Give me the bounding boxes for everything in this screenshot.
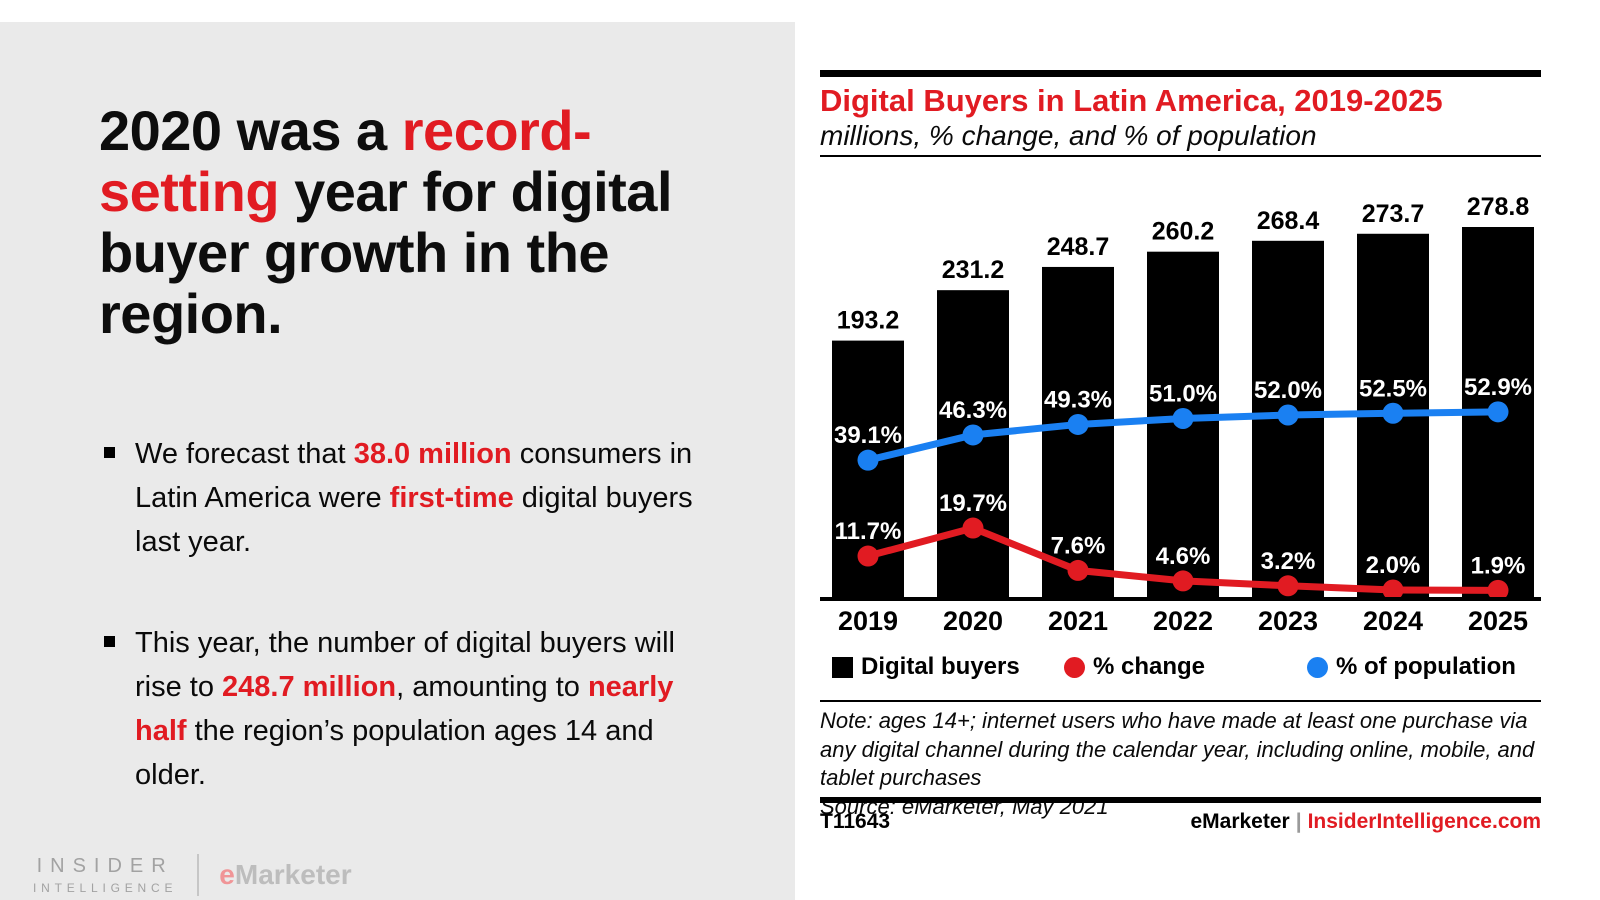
chart-title: Digital Buyers in Latin America, 2019-20… — [820, 83, 1443, 118]
bar-value-label: 273.7 — [1362, 200, 1425, 228]
left-text-panel: 2020 was a record-setting year for digit… — [0, 22, 795, 900]
emarketer-rest: Marketer — [234, 859, 352, 890]
footer-brands: eMarketer | InsiderIntelligence.com — [1190, 810, 1541, 834]
blue-circle-icon — [1307, 656, 1328, 678]
bullet-first-time-buyers: We forecast that 38.0 million consumers … — [104, 432, 724, 564]
year-label-2024: 2024 — [1363, 606, 1423, 636]
bar-value-label: 260.2 — [1152, 218, 1215, 246]
data-point-2021 — [1067, 559, 1089, 581]
year-label-2019: 2019 — [838, 606, 898, 636]
data-point-2024 — [1382, 402, 1404, 424]
bullet-square-icon — [104, 636, 115, 647]
data-point-label: 11.7% — [835, 518, 902, 545]
data-point-label: 2.0% — [1366, 552, 1421, 579]
data-point-2020 — [962, 424, 984, 446]
data-point-label: 46.3% — [939, 397, 1007, 424]
year-label-2020: 2020 — [943, 606, 1003, 636]
legend-item-pct-population: % of population — [1307, 652, 1516, 682]
insider-intelligence-wordmark: INSIDER INTELLIGENCE — [33, 855, 177, 895]
data-point-2025 — [1487, 579, 1509, 601]
logo-insider-text: INSIDER — [36, 855, 174, 877]
note-text: Note: ages 14+; internet users who have … — [820, 708, 1535, 790]
footer-separator: | — [1295, 810, 1302, 833]
footer-insider-link: InsiderIntelligence.com — [1307, 810, 1541, 833]
footer-emarketer: eMarketer — [1190, 810, 1290, 833]
data-point-2021 — [1067, 413, 1089, 435]
data-point-label: 51.0% — [1149, 381, 1217, 408]
chart-id: T11643 — [820, 810, 891, 833]
legend-label: Digital buyers — [861, 653, 1020, 680]
chart-note: Note: ages 14+; internet users who have … — [820, 707, 1544, 821]
legend-item-pct-change: % change — [1064, 652, 1205, 682]
subtitle-rule — [820, 155, 1541, 157]
year-label-2022: 2022 — [1153, 606, 1213, 636]
data-point-2023 — [1277, 404, 1299, 426]
bullet-text: This year, the number of digital buyers … — [135, 627, 675, 791]
data-point-label: 52.0% — [1254, 377, 1322, 404]
chart-legend: Digital buyers % change % of population — [820, 652, 1541, 682]
legend-label: % of population — [1336, 653, 1516, 680]
legend-item-digital-buyers: Digital buyers — [832, 652, 1020, 682]
bullet-text: We forecast that 38.0 million consumers … — [135, 438, 693, 558]
bar-value-label: 278.8 — [1467, 193, 1530, 221]
data-point-label: 7.6% — [1051, 532, 1106, 559]
emarketer-e: e — [219, 859, 235, 890]
data-point-label: 4.6% — [1156, 543, 1211, 570]
logo-intelligence-text: INTELLIGENCE — [33, 881, 178, 895]
logo-divider — [197, 854, 200, 896]
note-rule — [820, 700, 1541, 702]
year-label-2023: 2023 — [1258, 606, 1318, 636]
data-point-label: 49.3% — [1044, 386, 1112, 413]
data-point-label: 19.7% — [939, 490, 1007, 517]
top-thick-rule — [820, 70, 1541, 77]
bar-value-label: 193.2 — [837, 307, 900, 335]
bullet-buyer-total: This year, the number of digital buyers … — [104, 621, 724, 797]
legend-label: % change — [1093, 653, 1206, 680]
emarketer-wordmark: eMarketer — [219, 859, 351, 891]
data-point-label: 1.9% — [1471, 552, 1526, 579]
chart-subtitle: millions, % change, and % of population — [820, 120, 1317, 151]
data-point-2022 — [1172, 570, 1194, 592]
bottom-thick-rule — [820, 797, 1541, 803]
bullet-square-icon — [104, 447, 115, 458]
headline: 2020 was a record-setting year for digit… — [99, 99, 672, 345]
data-point-2025 — [1487, 401, 1509, 423]
chart-footer: T11643 eMarketer | InsiderIntelligence.com — [820, 810, 1541, 834]
insider-intelligence-emarketer-logo: INSIDER INTELLIGENCE eMarketer — [33, 854, 352, 896]
year-label-2025: 2025 — [1468, 606, 1528, 636]
data-point-2023 — [1277, 575, 1299, 597]
data-point-label: 3.2% — [1261, 548, 1316, 575]
data-point-2019 — [857, 449, 879, 471]
data-point-2019 — [857, 545, 879, 567]
black-square-icon — [832, 656, 853, 678]
data-point-2024 — [1382, 579, 1404, 601]
digital-buyers-combo-chart: 193.2 231.2 248.7 260.2 268.4 273.7 278.8 39.1%… — [820, 193, 1541, 636]
data-point-label: 52.9% — [1464, 374, 1532, 401]
bar-value-label: 268.4 — [1257, 207, 1320, 235]
data-point-label: 39.1% — [834, 422, 902, 449]
bar-value-label: 248.7 — [1047, 233, 1110, 261]
red-circle-icon — [1064, 656, 1085, 678]
x-axis-line — [820, 597, 1541, 601]
data-point-label: 52.5% — [1359, 375, 1427, 402]
data-point-2020 — [962, 517, 984, 539]
year-label-2021: 2021 — [1048, 606, 1108, 636]
bar-value-label: 231.2 — [942, 256, 1005, 284]
data-point-2022 — [1172, 408, 1194, 429]
